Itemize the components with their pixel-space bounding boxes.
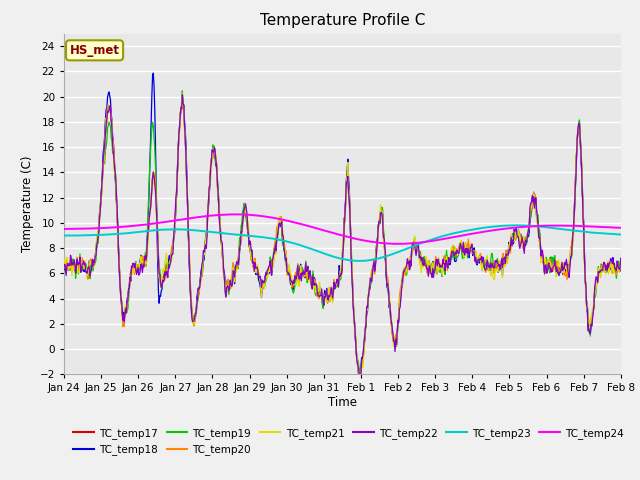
TC_temp21 [256,273,264,278]
TC_temp20 [256,276,264,282]
Line: TC_temp21: TC_temp21 [64,93,621,380]
TC_temp20 [617,257,625,263]
Legend: TC_temp17, TC_temp18, TC_temp19, TC_temp20, TC_temp21, TC_temp22, TC_temp23, TC_: TC_temp17, TC_temp18, TC_temp19, TC_temp… [69,424,628,459]
TC_temp23 [255,234,263,240]
TC_temp18 [277,220,285,226]
TC_temp20 [60,264,68,269]
TC_temp18 [256,283,264,288]
TC_temp17 [228,277,236,283]
TC_temp19 [617,259,625,264]
TC_temp19 [433,262,440,268]
TC_temp20 [125,284,133,289]
TC_temp18 [433,263,440,268]
TC_temp23 [60,233,68,239]
TC_temp22 [617,255,625,261]
Line: TC_temp23: TC_temp23 [64,225,621,261]
TC_temp17 [125,284,133,289]
TC_temp24 [125,223,133,229]
TC_temp22 [356,378,364,384]
TC_temp24 [395,241,403,247]
TC_temp21 [179,90,186,96]
TC_temp24 [228,212,236,217]
TC_temp22 [60,264,68,270]
TC_temp22 [228,282,236,288]
TC_temp23 [276,237,284,243]
TC_temp17 [179,90,186,96]
TC_temp21 [356,377,364,383]
Line: TC_temp24: TC_temp24 [64,215,621,244]
TC_temp24 [60,226,68,232]
Line: TC_temp19: TC_temp19 [64,91,621,379]
TC_temp23 [228,231,236,237]
TC_temp24 [231,212,239,217]
TC_temp22 [179,92,186,98]
TC_temp20 [228,265,236,271]
TC_temp23 [357,258,365,264]
Y-axis label: Temperature (C): Temperature (C) [21,156,34,252]
TC_temp21 [617,258,625,264]
TC_temp21 [60,264,68,270]
TC_temp20 [433,261,440,266]
Line: TC_temp17: TC_temp17 [64,93,621,376]
TC_temp23 [125,230,133,236]
TC_temp19 [277,218,285,224]
TC_temp20 [401,273,409,278]
TC_temp17 [617,256,625,262]
TC_temp18 [125,282,133,288]
TC_temp18 [60,265,68,271]
TC_temp24 [433,237,440,243]
X-axis label: Time: Time [328,396,357,409]
TC_temp21 [401,267,409,273]
TC_temp23 [401,247,408,252]
TC_temp24 [256,213,264,219]
Line: TC_temp20: TC_temp20 [64,98,621,378]
TC_temp18 [617,260,625,266]
TC_temp22 [401,266,409,272]
TC_temp22 [277,220,285,226]
TC_temp24 [617,225,625,231]
Line: TC_temp18: TC_temp18 [64,73,621,377]
TC_temp24 [401,241,409,247]
TC_temp20 [179,95,186,101]
TC_temp19 [125,288,133,294]
TC_temp23 [432,235,440,241]
Line: TC_temp22: TC_temp22 [64,95,621,381]
TC_temp20 [356,375,364,381]
TC_temp24 [277,216,285,222]
TC_temp22 [433,256,440,262]
TC_temp19 [228,275,236,281]
TC_temp22 [125,286,133,291]
TC_temp21 [277,220,285,226]
Title: Temperature Profile C: Temperature Profile C [260,13,425,28]
TC_temp18 [355,374,363,380]
TC_temp19 [179,88,186,94]
TC_temp19 [356,376,364,382]
TC_temp17 [60,265,68,271]
TC_temp17 [401,267,409,273]
TC_temp18 [401,266,409,272]
TC_temp22 [256,274,264,279]
TC_temp17 [356,373,364,379]
TC_temp23 [513,222,521,228]
TC_temp17 [433,262,440,268]
TC_temp17 [256,276,264,282]
TC_temp20 [277,214,285,219]
TC_temp19 [60,260,68,266]
TC_temp21 [228,277,236,283]
TC_temp18 [150,70,157,76]
TC_temp21 [433,262,440,267]
TC_temp21 [125,284,133,290]
TC_temp19 [256,278,264,284]
TC_temp17 [277,221,285,227]
Text: HS_met: HS_met [70,44,120,57]
TC_temp19 [401,270,409,276]
TC_temp18 [228,276,236,282]
TC_temp23 [617,232,625,238]
